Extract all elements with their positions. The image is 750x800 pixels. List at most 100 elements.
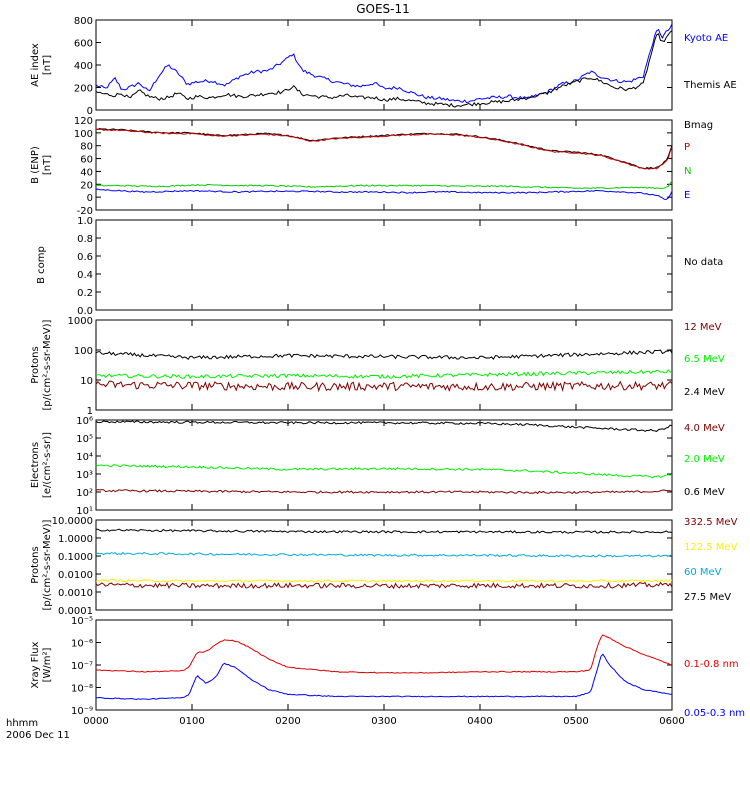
y-axis-label: Protons [30, 346, 41, 383]
plot-title: GOES-11 [356, 2, 410, 16]
y-axis-label: [p/(cm²-s-sr-MeV)] [42, 519, 53, 610]
series-line-60-mev [95, 551, 673, 558]
y-axis-label: Xray Flux [30, 641, 41, 688]
panel-protons_low: 1 10 100 1000 Protons [p/(cm²-s-sr-MeV)] 12 Me… [30, 316, 725, 417]
y-tick-label: 10 [80, 376, 93, 387]
panel-xray: 10⁻⁹ 10⁻⁸ 10⁻⁷ 10⁻⁶ 10⁻⁵ Xray Flux [W/m²] 0.1-0… [30, 616, 745, 719]
y-tick-label: 10⁻⁷ [71, 661, 93, 672]
legend-label: 0.1-0.8 nm [684, 659, 739, 670]
y-axis-label: B (ENP) [30, 146, 41, 184]
y-axis-label: [nT] [42, 55, 53, 75]
y-tick-label: 400 [74, 61, 93, 72]
legend-label: E [684, 190, 690, 201]
legend-label: Kyoto AE [684, 33, 728, 44]
y-tick-label: 1.0000 [58, 534, 93, 545]
legend-label: N [684, 166, 691, 177]
y-tick-label: 0.4 [77, 270, 93, 281]
y-tick-label: 40 [80, 167, 93, 178]
legend-label: Bmag [684, 120, 713, 131]
legend-label: 0.6 MeV [684, 487, 725, 498]
legend-label: 4.0 MeV [684, 423, 725, 434]
y-tick-label: 10² [76, 488, 93, 499]
legend-label: 12 MeV [684, 322, 722, 333]
panel-frame [95, 19, 673, 111]
legend-label: 122.5 MeV [684, 542, 738, 553]
y-axis-label: [W/m²] [42, 647, 53, 682]
series-line-6-5-mev [95, 369, 673, 380]
y-tick-label: 10⁻⁸ [71, 684, 93, 695]
series-line-2-4-mev [95, 349, 673, 361]
legend-label: 2.0 MeV [684, 454, 725, 465]
y-tick-label: 1.0 [77, 216, 93, 227]
y-tick-label: 1 [87, 406, 93, 417]
x-tick-label: 0400 [467, 716, 492, 727]
series-line-e [95, 188, 673, 200]
series-line-27-5-mev [95, 528, 673, 534]
series-line-n [95, 180, 673, 190]
x-tick-label: 0100 [179, 716, 204, 727]
x-axis: 0000 0100 0200 0300 0400 0500 0600 [83, 716, 684, 727]
series-line-bmag [95, 127, 673, 170]
series-line-12-mev [95, 380, 673, 393]
y-tick-label: 0.0001 [58, 606, 93, 617]
y-tick-label: 0 [87, 193, 93, 204]
panel-electrons: 10¹ 10² 10³ 10⁴ 10⁵ 10⁶ Electrons [e/(cm²-s-sr)… [30, 416, 725, 517]
no-data-note: No data [684, 257, 723, 268]
y-tick-label: 10³ [76, 470, 93, 481]
series-line-122-5-mev [95, 578, 673, 583]
y-axis-label: AE index [30, 43, 41, 87]
y-tick-label: 100 [74, 346, 93, 357]
series-line-2-0-mev [95, 464, 673, 479]
panel-ae: 0 200 400 600 800 AE index [nT] Kyoto AE Themis … [30, 16, 737, 117]
y-tick-label: 1000 [68, 316, 93, 327]
y-tick-label: 0.0010 [58, 588, 93, 599]
x-tick-label: 0200 [275, 716, 300, 727]
y-tick-label: 10⁶ [76, 416, 93, 427]
y-axis-label: Protons [30, 546, 41, 583]
legend-label: 0.05-0.3 nm [684, 708, 745, 719]
series-line-p [95, 128, 673, 170]
y-tick-label: 10⁻⁵ [71, 616, 93, 627]
y-tick-label: 10⁴ [76, 452, 93, 463]
legend-label: 60 MeV [684, 567, 722, 578]
series-line-kyoto-ae [95, 23, 673, 104]
y-tick-label: 0.1000 [58, 552, 93, 563]
footer-date-label: 2006 Dec 11 [6, 730, 70, 741]
y-tick-label: 60 [80, 155, 93, 166]
x-tick-label: 0600 [659, 716, 684, 727]
y-tick-label: 120 [74, 116, 93, 127]
y-tick-label: 200 [74, 84, 93, 95]
y-axis-label: [nT] [42, 155, 53, 175]
y-axis-label: B comp [36, 246, 47, 284]
series-line-themis-ae [95, 30, 673, 108]
y-axis-label: [e/(cm²-s-sr)] [42, 432, 53, 498]
series-line-0-1-0-8-nm [95, 634, 672, 674]
series-line-332-5-mev [95, 581, 673, 590]
y-tick-label: 0.0 [77, 306, 93, 317]
legend-label: 2.4 MeV [684, 387, 725, 398]
y-tick-label: 10⁻⁶ [71, 639, 93, 650]
y-tick-label: 20 [80, 180, 93, 191]
panel-frame [95, 419, 673, 511]
panel-frame [95, 219, 673, 311]
y-tick-label: 80 [80, 142, 93, 153]
panel-frame [95, 519, 673, 611]
y-tick-label: 0.2 [77, 288, 93, 299]
y-tick-label: 0.6 [77, 252, 93, 263]
series-line-0-6-mev [95, 420, 673, 432]
y-tick-label: -20 [77, 206, 93, 217]
y-tick-label: 0.8 [77, 234, 93, 245]
legend-label: 6.5 MeV [684, 354, 725, 365]
series-line-0-05-0-3-nm [95, 653, 673, 701]
y-tick-label: 600 [74, 39, 93, 50]
x-tick-label: 0000 [83, 716, 108, 727]
y-tick-label: 800 [74, 16, 93, 27]
y-tick-label: 0.0100 [58, 570, 93, 581]
y-tick-label: 10.0000 [52, 516, 93, 527]
legend-label: 332.5 MeV [684, 517, 738, 528]
panel-frame [95, 319, 673, 411]
y-tick-label: 10⁻⁹ [71, 706, 93, 717]
